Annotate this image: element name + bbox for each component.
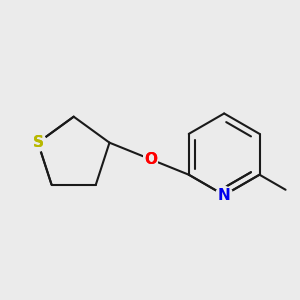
Text: S: S	[32, 135, 44, 150]
Text: O: O	[144, 152, 157, 167]
Text: S: S	[32, 135, 44, 150]
Text: O: O	[144, 152, 157, 167]
Circle shape	[29, 134, 46, 151]
Circle shape	[216, 187, 233, 204]
Text: N: N	[218, 188, 230, 202]
